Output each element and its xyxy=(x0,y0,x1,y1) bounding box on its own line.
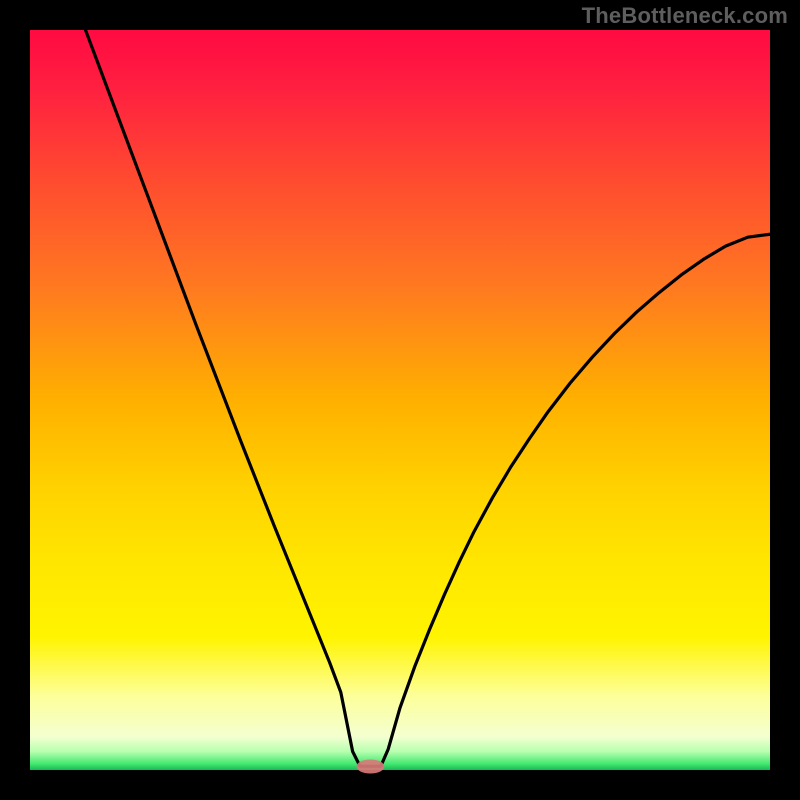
plot-area xyxy=(30,30,770,770)
watermark-text: TheBottleneck.com xyxy=(582,3,788,29)
bottleneck-chart xyxy=(0,0,800,800)
apex-marker xyxy=(356,760,384,774)
